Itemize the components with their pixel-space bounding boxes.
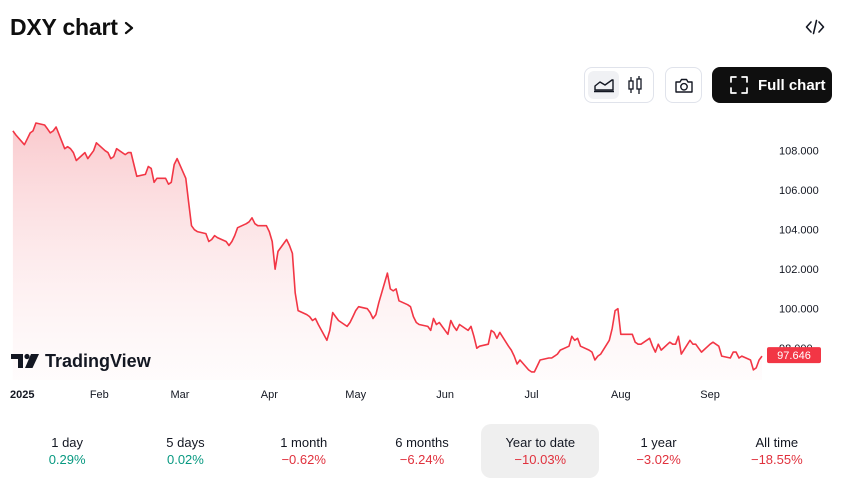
x-tick-label: Apr — [261, 389, 278, 401]
x-tick-label: 2025 — [10, 389, 34, 401]
range-label: 6 months — [395, 435, 449, 450]
range-change: −18.55% — [750, 452, 803, 467]
area-chart-icon — [593, 79, 614, 93]
range-change: −10.03% — [514, 452, 567, 467]
range-change: −6.24% — [399, 452, 445, 467]
tradingview-logo-icon — [11, 354, 23, 368]
x-tick-label: May — [345, 389, 366, 401]
range-1-month[interactable]: 1 month −0.62% — [245, 424, 363, 478]
chevron-right-icon — [124, 21, 133, 34]
series-area-fill — [12, 123, 762, 380]
tradingview-logo[interactable]: TradingView — [11, 351, 152, 371]
y-tick-label: 106.000 — [779, 185, 819, 197]
range-5-days[interactable]: 5 days 0.02% — [126, 424, 244, 478]
range-year-to-date[interactable]: Year to date −10.03% — [481, 424, 600, 478]
series-line — [12, 122, 763, 373]
x-tick-label: Jun — [436, 389, 454, 401]
range-label: 5 days — [166, 435, 205, 450]
camera-icon — [674, 78, 693, 93]
range-1-year[interactable]: 1 year −3.02% — [599, 424, 717, 478]
range-label: All time — [755, 435, 799, 450]
range-1-day[interactable]: 1 day 0.29% — [8, 424, 126, 478]
last-price-value: 97.646 — [777, 350, 811, 362]
y-tick-label: 104.000 — [779, 225, 819, 237]
snapshot-button[interactable] — [665, 67, 702, 103]
y-axis: 108.000106.000104.000102.000100.00098.00… — [779, 146, 819, 356]
dxy-area-chart[interactable]: 108.000106.000104.000102.000100.00098.00… — [0, 108, 842, 408]
y-tick-label: 108.000 — [779, 146, 819, 158]
range-label: Year to date — [505, 435, 576, 450]
chart-toolbar: Full chart — [0, 67, 842, 103]
y-tick-label: 102.000 — [779, 264, 819, 276]
x-tick-label: Jul — [524, 389, 538, 401]
range-change: 0.29% — [48, 452, 86, 467]
full-chart-button[interactable]: Full chart — [712, 67, 832, 103]
range-all-time[interactable]: All time −18.55% — [718, 424, 836, 478]
y-tick-label: 100.000 — [779, 304, 819, 316]
last-price-label: 97.646 — [767, 347, 821, 364]
range-label: 1 day — [51, 435, 84, 450]
time-range-selector: 1 day 0.29% 5 days 0.02% 1 month −0.62% … — [8, 424, 836, 478]
range-6-months[interactable]: 6 months −6.24% — [363, 424, 481, 478]
page-title[interactable]: DXY chart — [10, 14, 118, 40]
chart-header[interactable]: DXY chart — [10, 14, 135, 41]
area-chart-button[interactable] — [588, 71, 619, 99]
code-icon — [805, 19, 825, 35]
x-tick-label: Sep — [700, 389, 720, 401]
x-axis: 2025 Feb Mar Apr May Jun Jul Aug Sep — [10, 389, 720, 401]
x-tick-label: Mar — [171, 389, 190, 401]
full-chart-label: Full chart — [758, 76, 826, 94]
brand-name: TradingView — [45, 351, 152, 371]
range-label: 1 month — [280, 435, 328, 450]
embed-code-button[interactable] — [802, 16, 828, 38]
range-label: 1 year — [640, 435, 677, 450]
x-tick-label: Feb — [90, 389, 109, 401]
chart-type-switcher — [584, 67, 654, 103]
candlestick-icon — [627, 76, 642, 94]
x-tick-label: Aug — [611, 389, 631, 401]
last-price-badge — [767, 347, 821, 364]
fullscreen-icon — [730, 76, 748, 94]
range-change: −0.62% — [281, 452, 326, 467]
range-change: −3.02% — [636, 452, 681, 467]
range-change: 0.02% — [166, 452, 204, 467]
candles-chart-button[interactable] — [619, 71, 650, 99]
